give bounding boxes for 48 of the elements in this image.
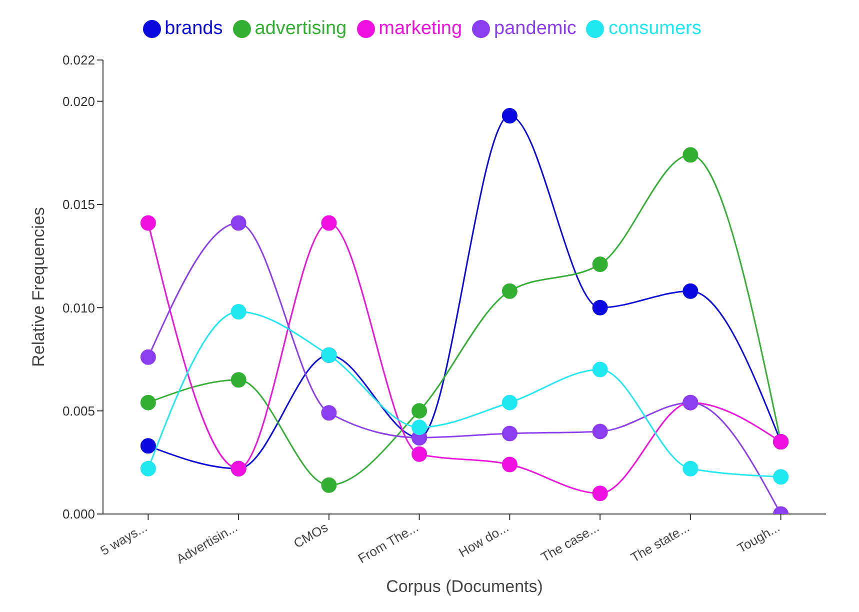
legend-label: marketing [378, 18, 462, 39]
y-tick-label: 0.000 [62, 506, 95, 522]
point [140, 394, 156, 410]
x-tick-label: The state... [628, 520, 692, 566]
point [682, 147, 698, 163]
y-axis-title: Relative Frequencies [29, 207, 48, 367]
point [502, 108, 518, 124]
point [140, 215, 156, 231]
legend-label: consumers [608, 18, 702, 39]
x-tick-label: Tough... [734, 520, 782, 556]
point [502, 283, 518, 299]
point [592, 300, 608, 316]
point [230, 304, 246, 320]
point [230, 215, 246, 231]
point [140, 438, 156, 454]
point [502, 456, 518, 472]
legend-label: advertising [254, 18, 347, 39]
point [592, 362, 608, 378]
legend-label: pandemic [494, 18, 576, 39]
x-tick-label: The case... [538, 520, 602, 565]
point [321, 405, 337, 421]
x-tick-label: From The... [355, 520, 421, 566]
y-tick-label: 0.022 [62, 52, 95, 68]
point [140, 460, 156, 476]
point [321, 215, 337, 231]
x-axis-title: Corpus (Documents) [386, 577, 543, 596]
point [412, 403, 428, 419]
legend-label: brands [164, 18, 223, 39]
point [412, 420, 428, 436]
x-tick-label: 5 ways... [98, 520, 150, 558]
point [140, 349, 156, 365]
point [230, 372, 246, 388]
y-tick-label: 0.010 [62, 300, 95, 316]
y-tick-label: 0.015 [62, 197, 95, 212]
point [321, 477, 337, 493]
point [592, 424, 608, 440]
point [412, 446, 428, 462]
y-tick-label: 0.005 [62, 403, 95, 418]
point [502, 426, 518, 442]
point [592, 256, 608, 272]
point [502, 394, 518, 410]
point [682, 283, 698, 299]
point [773, 469, 789, 485]
y-tick-label: 0.020 [62, 94, 95, 109]
x-tick-label: How do... [456, 520, 512, 560]
point [682, 460, 698, 476]
point [592, 486, 608, 502]
x-tick-label: CMOs [291, 519, 331, 552]
